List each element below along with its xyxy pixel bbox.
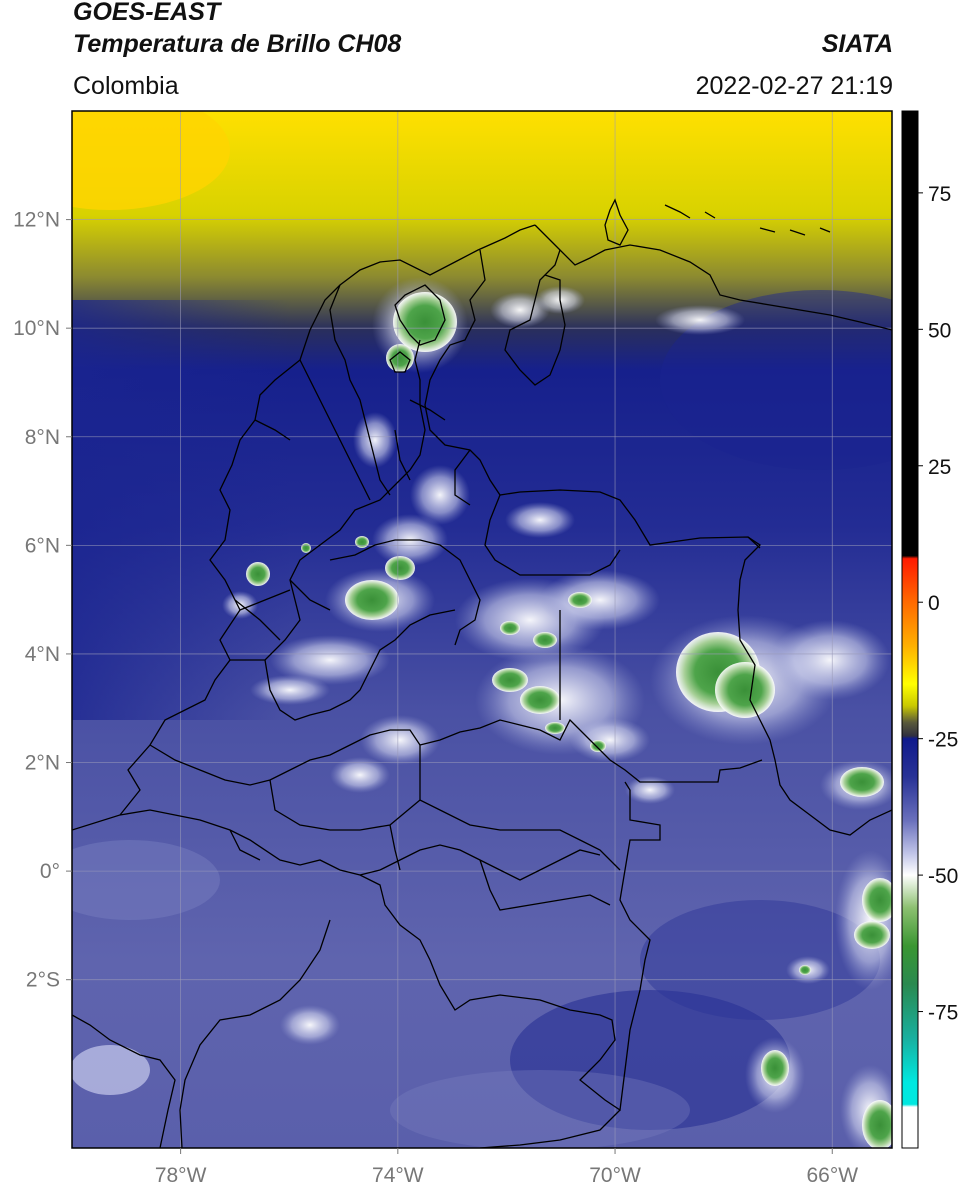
- lon-tick-label: 66°W: [806, 1164, 858, 1187]
- colorbar-tick-label: -75: [928, 1002, 958, 1025]
- lat-tick-label: 6°N: [25, 534, 60, 557]
- lat-tick-label: 2°N: [25, 752, 60, 775]
- map-frame: [71, 110, 893, 1149]
- latitude-axis: 12°N 10°N 8°N 6°N 4°N 2°N 0° 2°S: [13, 209, 72, 992]
- colorbar-tick-label: 75: [928, 183, 951, 206]
- lon-tick-label: 74°W: [372, 1164, 424, 1187]
- longitude-axis: 78°W 74°W 70°W 66°W: [155, 1148, 858, 1187]
- product-title: Temperatura de Brillo CH08: [73, 30, 402, 58]
- agency-label: SIATA: [821, 30, 893, 58]
- lon-tick-label: 78°W: [155, 1164, 207, 1187]
- lat-tick-label: 0°: [40, 860, 60, 883]
- datetime-label: 2022-02-27 21:19: [695, 72, 893, 100]
- colorbar-tick-label: 25: [928, 456, 951, 479]
- colorbar-tick-label: 50: [928, 319, 951, 342]
- lat-tick-label: 12°N: [13, 209, 60, 232]
- political-borders: [72, 198, 892, 1148]
- lon-tick-label: 70°W: [589, 1164, 641, 1187]
- colorbar-tick-label: -25: [928, 729, 958, 752]
- satellite-image: [72, 111, 892, 1148]
- lat-tick-label: 2°S: [26, 969, 60, 992]
- colorbar-tick-label: 0: [928, 592, 940, 615]
- colorbar: 75 50 25 0 -25 -50 -75: [901, 110, 958, 1149]
- region-label: Colombia: [73, 72, 179, 100]
- colorbar-scale: [901, 110, 919, 1149]
- lat-tick-label: 4°N: [25, 643, 60, 666]
- lat-tick-label: 8°N: [25, 426, 60, 449]
- satellite-title: GOES-EAST: [73, 0, 221, 26]
- lat-tick-label: 10°N: [13, 317, 60, 340]
- colorbar-tick-label: -50: [928, 865, 958, 888]
